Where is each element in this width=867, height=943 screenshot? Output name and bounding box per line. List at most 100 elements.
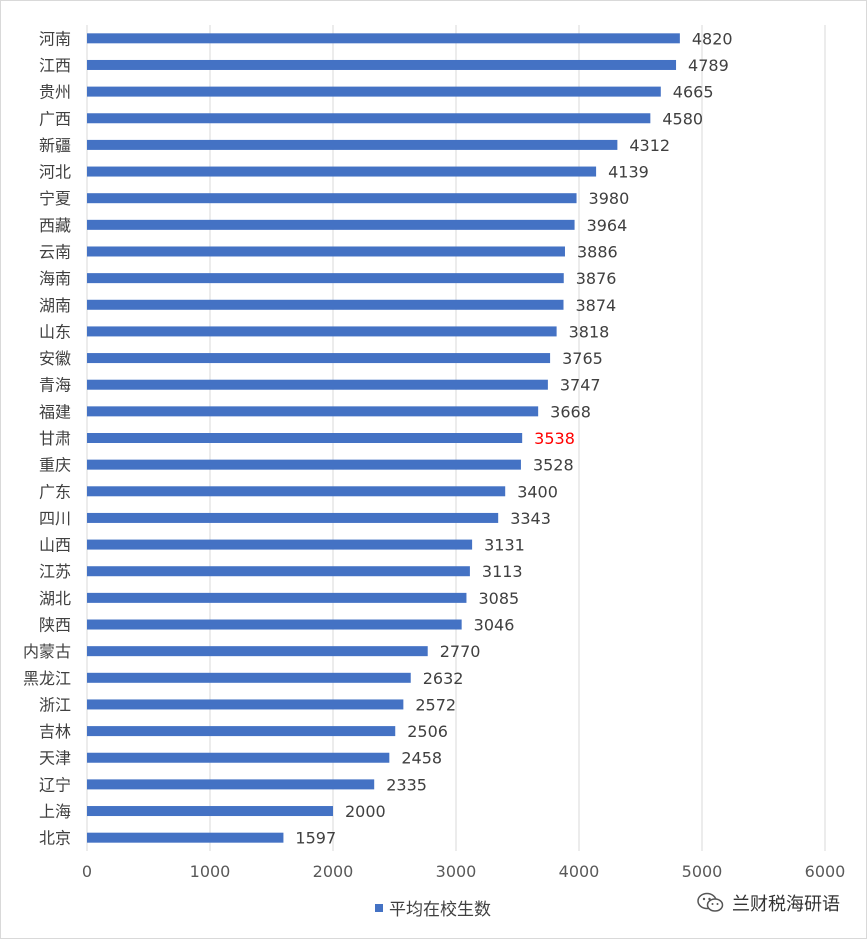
bar [87, 592, 467, 603]
category-labels: 河南江西贵州广西新疆河北宁夏西藏云南海南湖南山东安徽青海福建甘肃重庆广东四川山西… [23, 29, 71, 847]
category-label: 宁夏 [39, 189, 71, 208]
watermark-text: 兰财税海研语 [732, 894, 840, 915]
bar [87, 699, 404, 710]
bar [87, 779, 375, 790]
bar [87, 219, 575, 230]
bar [87, 193, 577, 204]
value-label: 3538 [534, 429, 575, 448]
category-label: 内蒙古 [23, 642, 71, 661]
category-label: 海南 [39, 269, 71, 288]
category-label: 贵州 [39, 83, 71, 102]
value-label: 3131 [484, 536, 525, 555]
bar [87, 619, 462, 630]
bar [87, 752, 390, 763]
category-label: 广东 [39, 482, 71, 501]
bar [87, 433, 523, 443]
category-label: 黑龙江 [23, 669, 71, 688]
bar [87, 299, 564, 310]
value-label: 2000 [345, 802, 386, 821]
value-label: 4665 [673, 83, 714, 102]
value-label: 4580 [662, 109, 703, 128]
bar [87, 166, 597, 177]
value-label: 4820 [692, 29, 733, 48]
x-tick-label: 3000 [436, 862, 477, 881]
value-label: 4312 [629, 136, 670, 155]
category-label: 陕西 [39, 616, 71, 635]
category-label: 辽宁 [39, 775, 71, 794]
x-tick-label: 2000 [313, 862, 354, 881]
legend-swatch [375, 904, 383, 912]
value-label: 3874 [576, 296, 617, 315]
x-tick-label: 1000 [190, 862, 231, 881]
bar [87, 326, 557, 337]
bar [87, 459, 521, 470]
x-tick-label: 0 [82, 862, 92, 881]
category-label: 广西 [39, 109, 71, 128]
legend: 平均在校生数 [375, 900, 491, 920]
value-label: 4789 [688, 56, 729, 75]
value-label: 2506 [407, 722, 448, 741]
value-label: 2572 [415, 695, 456, 714]
bar [87, 139, 618, 150]
category-label: 江苏 [39, 562, 71, 581]
bar [87, 566, 470, 577]
category-label: 上海 [39, 802, 71, 821]
bar [87, 59, 677, 70]
bar [87, 113, 651, 124]
wechat-icon [697, 892, 724, 912]
category-label: 四川 [39, 509, 71, 528]
x-tick-label: 6000 [805, 862, 846, 881]
category-label: 湖南 [39, 296, 71, 315]
value-label: 3765 [562, 349, 603, 368]
category-label: 重庆 [39, 456, 71, 475]
value-label: 3113 [482, 562, 523, 581]
category-label: 云南 [39, 242, 71, 261]
value-label: 3400 [517, 482, 558, 501]
value-label: 3085 [478, 589, 519, 608]
bar [87, 86, 661, 97]
category-label: 江西 [39, 56, 71, 75]
value-label: 3747 [560, 376, 601, 395]
value-label: 4139 [608, 163, 649, 182]
bar [87, 486, 506, 497]
category-label: 新疆 [39, 136, 71, 155]
value-label: 2770 [440, 642, 481, 661]
value-label: 3343 [510, 509, 551, 528]
value-label: 3668 [550, 402, 591, 421]
value-label: 2632 [423, 669, 464, 688]
category-label: 湖北 [39, 589, 71, 608]
value-label: 3886 [577, 242, 618, 261]
bar [87, 33, 680, 44]
category-label: 山西 [39, 536, 71, 555]
x-axis-ticks: 0 1000 2000 3000 4000 5000 6000 [82, 862, 845, 881]
bar [87, 672, 411, 683]
value-label: 3528 [533, 456, 574, 475]
bar [87, 832, 284, 843]
bar [87, 539, 473, 550]
watermark: 兰财税海研语 [696, 890, 840, 916]
category-label: 浙江 [39, 695, 71, 714]
category-label: 甘肃 [39, 429, 71, 448]
value-labels: 4820 4789 4665 4580 4312 4139 3980 3964 3886 3876… [295, 29, 732, 847]
category-label: 山东 [39, 322, 71, 341]
value-label: 3980 [589, 189, 630, 208]
value-label: 2458 [401, 749, 442, 768]
x-tick-label: 4000 [559, 862, 600, 881]
bar [87, 726, 396, 737]
category-label: 西藏 [39, 216, 71, 235]
value-label: 3046 [474, 616, 515, 635]
category-label: 吉林 [39, 722, 71, 741]
bar [87, 379, 548, 390]
category-label: 河北 [39, 163, 71, 182]
category-label: 河南 [39, 29, 71, 48]
bar [87, 246, 565, 257]
category-label: 福建 [39, 402, 71, 421]
value-label: 3818 [569, 322, 610, 341]
bar [87, 646, 428, 657]
bar [87, 273, 564, 284]
value-label: 2335 [386, 775, 427, 794]
category-label: 北京 [39, 829, 71, 848]
category-label: 安徽 [39, 349, 71, 368]
bar [87, 406, 539, 417]
